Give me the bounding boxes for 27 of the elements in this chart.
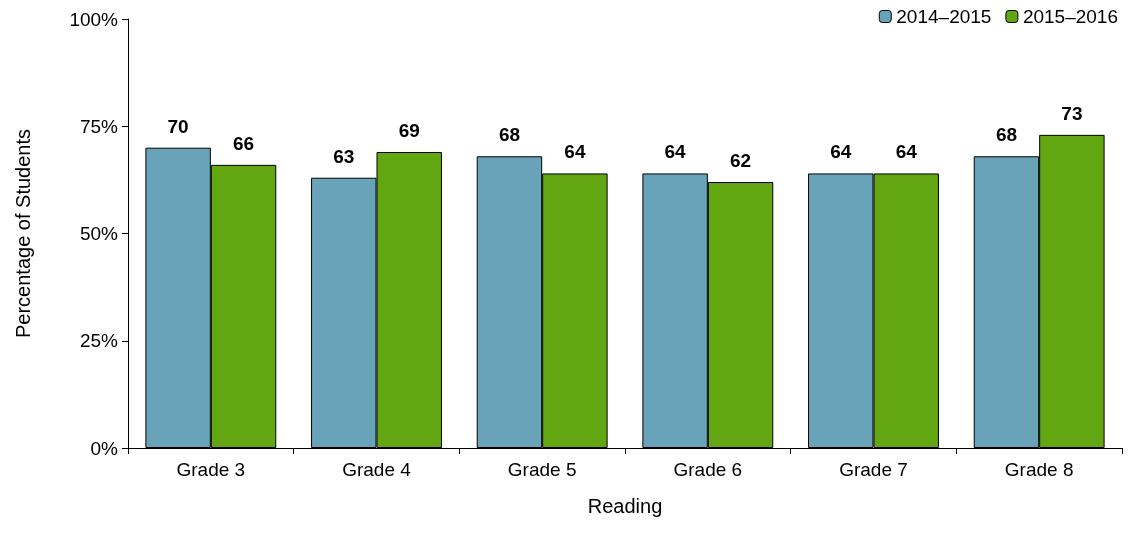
- data-label: 63: [333, 145, 355, 167]
- x-axis-title: Reading: [587, 495, 663, 517]
- data-label: 66: [232, 132, 255, 154]
- y-tick-label: 50%: [79, 223, 119, 244]
- legend-label: 2015–2016: [1022, 6, 1119, 27]
- x-tick-label: Grade 6: [673, 459, 743, 480]
- y-tick-label: 25%: [79, 330, 119, 352]
- y-axis-title: Percentage of Students: [12, 128, 34, 339]
- y-tick-label: 0%: [90, 437, 119, 459]
- legend-label: 2014–2015: [896, 6, 992, 27]
- x-tick-label: Grade 4: [342, 459, 412, 480]
- data-label: 64: [564, 141, 586, 163]
- data-label: 64: [664, 141, 687, 163]
- data-label: 68: [995, 124, 1018, 146]
- data-label: 69: [398, 119, 420, 141]
- x-tick-label: Grade 7: [839, 459, 908, 480]
- data-label: 70: [167, 115, 189, 137]
- data-label: 62: [729, 150, 752, 172]
- data-label: 64: [895, 141, 918, 163]
- y-tick-label: 100%: [69, 8, 119, 30]
- data-label: 68: [498, 124, 521, 146]
- data-label: 73: [1061, 102, 1083, 124]
- x-tick-label: Grade 5: [507, 459, 577, 480]
- x-tick-label: Grade 8: [1004, 459, 1074, 480]
- data-label: 64: [830, 141, 852, 163]
- y-tick-label: 75%: [79, 115, 119, 137]
- x-tick-label: Grade 3: [176, 459, 246, 480]
